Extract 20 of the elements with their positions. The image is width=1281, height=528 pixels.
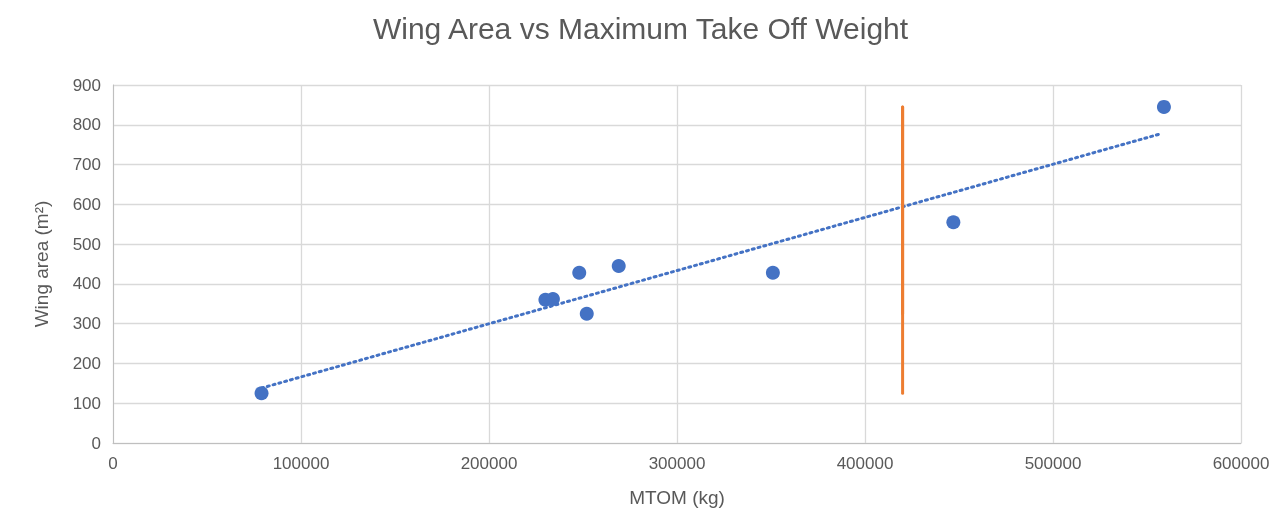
chart-title: Wing Area vs Maximum Take Off Weight	[372, 11, 909, 45]
x-tick-label: 600000	[1212, 454, 1270, 473]
y-axis-title: Wing area (m²)	[31, 200, 52, 328]
x-axis-title: MTOM (kg)	[629, 487, 725, 508]
y-tick-label: 200	[72, 353, 101, 373]
y-tick-label: 0	[91, 433, 101, 453]
x-tick-label: 500000	[1024, 454, 1082, 473]
x-tick-label: 400000	[836, 454, 894, 473]
y-tick-label: 400	[72, 274, 101, 294]
x-tick-label: 0	[108, 454, 118, 473]
y-tick-label: 700	[72, 155, 101, 175]
x-tick-label: 200000	[460, 454, 518, 473]
y-tick-label: 600	[72, 194, 101, 214]
y-tick-label: 900	[72, 75, 101, 95]
y-tick-label: 800	[72, 115, 101, 135]
y-tick-label: 500	[72, 234, 101, 254]
y-tick-label: 100	[72, 393, 101, 413]
x-tick-label: 300000	[648, 454, 706, 473]
x-tick-label: 100000	[272, 454, 330, 473]
y-tick-label: 300	[72, 314, 101, 334]
